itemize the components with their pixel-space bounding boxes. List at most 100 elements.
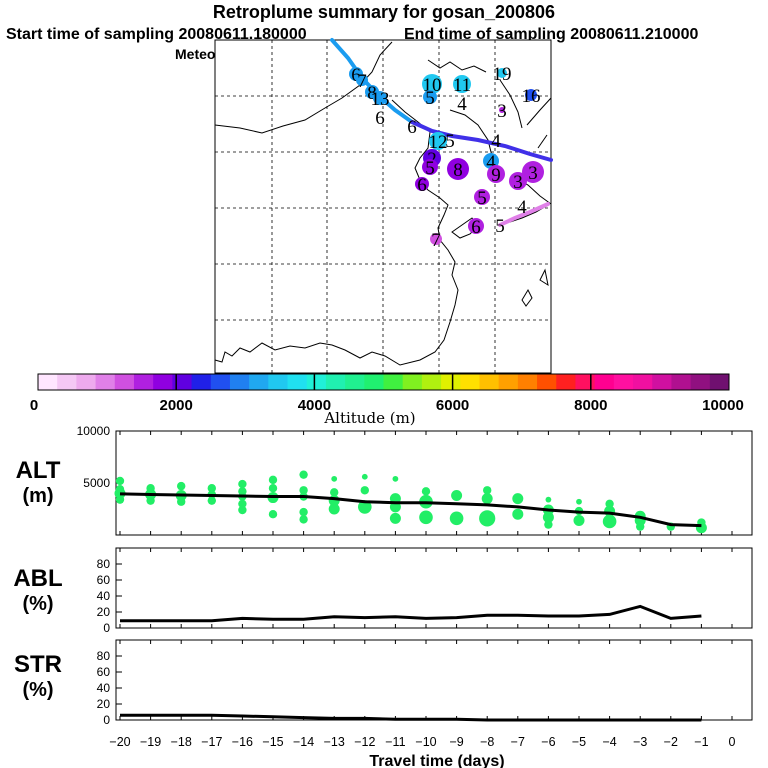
colorbar-swatch <box>594 374 615 390</box>
alt-point <box>542 511 554 523</box>
map-marker-dot <box>356 74 368 86</box>
y-tick-label: 80 <box>97 649 111 663</box>
alt-point <box>330 488 339 497</box>
x-tick-label: −13 <box>324 735 345 749</box>
y-tick-label: 40 <box>97 589 111 603</box>
map-marker-dot <box>415 177 429 191</box>
x-tick-label: −6 <box>541 735 555 749</box>
map-marker-label: 12 <box>429 132 448 153</box>
map-marker-label: 8 <box>367 83 377 104</box>
alt-point <box>207 484 216 493</box>
alt-point <box>512 493 524 505</box>
map-marker-dot <box>422 74 442 94</box>
alt-point <box>299 515 308 524</box>
map-marker-label: 6 <box>351 65 361 86</box>
colorbar-swatch <box>95 374 116 390</box>
alt-point <box>449 511 464 526</box>
str-panel-unit: (%) <box>22 679 53 701</box>
colorbar-swatch <box>306 374 327 390</box>
x-tick-label: −7 <box>511 735 525 749</box>
colorbar-tick-label: 2000 <box>160 397 193 414</box>
alt-panel-frame <box>115 430 753 536</box>
map-marker-label: 6 <box>375 108 385 129</box>
x-tick-label: −11 <box>385 735 405 749</box>
alt-point <box>328 503 340 515</box>
abl-panel-name: ABL <box>13 565 62 592</box>
x-tick-label: −2 <box>664 735 678 749</box>
map-marker-dot <box>487 165 505 183</box>
map-marker-dot <box>422 159 438 175</box>
x-tick-label: −16 <box>232 735 253 749</box>
colorbar-swatch <box>249 374 269 390</box>
map-marker-dot <box>522 161 544 183</box>
map-marker-label: 6 <box>407 117 417 138</box>
map-marker-label: 5 <box>425 88 435 109</box>
map-marker-label: 19 <box>493 64 512 85</box>
map-marker-dot <box>474 189 490 205</box>
alt-point <box>479 510 496 527</box>
y-tick-label: 60 <box>97 573 111 587</box>
colorbar-swatch <box>76 374 97 390</box>
map-marker-dot <box>525 89 537 101</box>
colorbar-swatch <box>690 374 711 390</box>
map-marker-label: 5 <box>425 158 435 179</box>
start-time-label: Start time of sampling 20080611.180000 <box>6 26 307 43</box>
colorbar-swatch <box>652 374 672 390</box>
str-series-line <box>120 713 702 722</box>
x-tick-label: −3 <box>633 735 647 749</box>
x-tick-label: −18 <box>171 735 192 749</box>
colorbar-tick-label: 8000 <box>574 397 607 414</box>
colorbar-swatch <box>345 374 365 390</box>
map-marker-label: 5 <box>477 188 487 209</box>
alt-point <box>451 489 463 501</box>
colorbar-tick-label: 0 <box>30 397 38 414</box>
alt-point <box>602 514 617 529</box>
alt-point <box>605 499 614 508</box>
alt-point <box>695 522 707 534</box>
alt-point <box>576 498 582 505</box>
colorbar-swatch <box>402 374 423 390</box>
x-tick-label: −17 <box>201 735 222 749</box>
alt-point <box>358 500 372 514</box>
alt-point <box>238 479 247 489</box>
map-marker-label: 6 <box>471 217 481 238</box>
colorbar-swatch <box>133 374 154 390</box>
colorbar-axis-label: Altitude (m) <box>323 409 415 427</box>
x-tick-label: −1 <box>694 735 708 749</box>
x-tick-label: −8 <box>480 735 494 749</box>
map-marker-label: 3 <box>528 163 538 184</box>
x-tick-label: −15 <box>262 735 283 749</box>
y-tick-label: 20 <box>97 697 111 711</box>
map-marker-label: 9 <box>491 165 501 186</box>
alt-point <box>177 481 186 491</box>
y-tick-label: 10000 <box>77 424 111 438</box>
alt-point <box>177 497 186 506</box>
map-marker-label: 6 <box>417 175 427 196</box>
y-tick-label: 0 <box>103 621 110 635</box>
map-marker-dot <box>447 158 469 180</box>
colorbar-swatch <box>210 374 231 390</box>
map-marker-label: 11 <box>453 75 471 96</box>
colorbar-swatch <box>153 374 173 390</box>
alt-point <box>512 508 524 520</box>
x-tick-label: −12 <box>354 735 375 749</box>
str-panel-frame <box>115 639 753 721</box>
x-tick-label: −9 <box>449 735 463 749</box>
colorbar-swatch <box>709 374 730 390</box>
colorbar-swatch <box>268 374 289 390</box>
alt-panel-name: ALT <box>16 457 61 484</box>
colorbar-tick-label: 6000 <box>436 397 469 414</box>
map-marker-label: 4 <box>486 152 496 173</box>
alt-point <box>268 484 278 493</box>
map-marker-label: 4 <box>491 131 501 152</box>
alt-point <box>392 475 399 482</box>
map-marker-label: 16 <box>522 86 541 107</box>
alt-point <box>481 493 493 505</box>
x-axis-label: Travel time (days) <box>369 753 504 768</box>
colorbar-tick-label: 4000 <box>298 397 331 414</box>
map-marker-dot <box>373 91 387 105</box>
map-marker-dot <box>453 75 471 93</box>
alt-point <box>299 507 308 517</box>
colorbar-swatch <box>38 374 58 390</box>
